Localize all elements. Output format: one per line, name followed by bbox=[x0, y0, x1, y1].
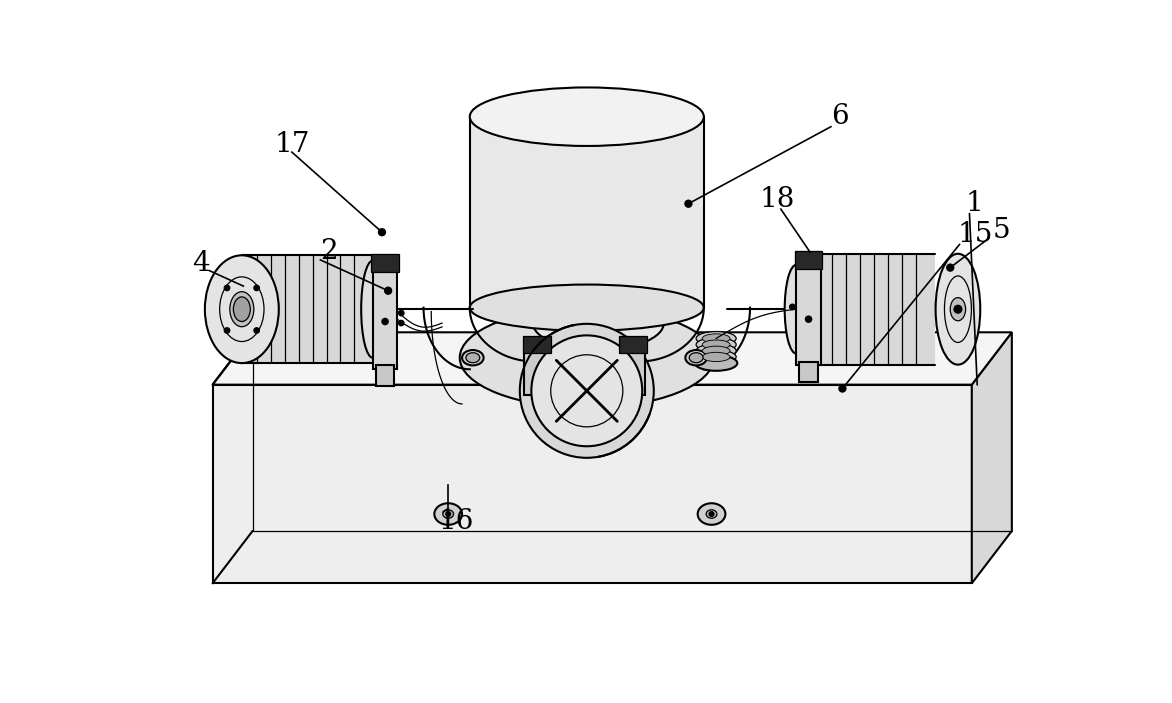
Circle shape bbox=[398, 310, 404, 316]
Text: 4: 4 bbox=[192, 250, 210, 276]
Polygon shape bbox=[376, 366, 394, 386]
Ellipse shape bbox=[696, 344, 736, 358]
Polygon shape bbox=[212, 385, 972, 583]
Ellipse shape bbox=[686, 350, 707, 366]
Ellipse shape bbox=[435, 503, 462, 525]
Circle shape bbox=[954, 305, 962, 313]
Ellipse shape bbox=[470, 285, 704, 330]
Circle shape bbox=[254, 285, 259, 290]
Ellipse shape bbox=[707, 510, 717, 518]
Polygon shape bbox=[972, 333, 1011, 583]
Text: 6: 6 bbox=[831, 103, 849, 130]
Circle shape bbox=[520, 324, 654, 458]
Ellipse shape bbox=[702, 340, 730, 349]
Circle shape bbox=[684, 200, 691, 207]
Circle shape bbox=[224, 328, 230, 333]
Ellipse shape bbox=[230, 292, 254, 327]
Ellipse shape bbox=[233, 297, 251, 321]
Ellipse shape bbox=[470, 87, 704, 146]
Polygon shape bbox=[212, 333, 1011, 385]
Ellipse shape bbox=[462, 350, 484, 366]
Ellipse shape bbox=[689, 353, 703, 363]
Ellipse shape bbox=[697, 503, 725, 525]
Text: 16: 16 bbox=[438, 508, 473, 535]
Ellipse shape bbox=[205, 255, 279, 363]
Ellipse shape bbox=[702, 334, 730, 343]
Ellipse shape bbox=[695, 356, 737, 370]
Polygon shape bbox=[621, 350, 646, 394]
Circle shape bbox=[379, 228, 386, 236]
Polygon shape bbox=[523, 336, 551, 353]
Ellipse shape bbox=[533, 296, 663, 350]
Ellipse shape bbox=[785, 265, 808, 354]
Ellipse shape bbox=[950, 297, 966, 321]
Polygon shape bbox=[619, 336, 647, 353]
Text: 18: 18 bbox=[759, 186, 796, 213]
Circle shape bbox=[839, 385, 846, 392]
Text: 15: 15 bbox=[958, 221, 994, 248]
Circle shape bbox=[790, 304, 795, 309]
Text: 5: 5 bbox=[993, 217, 1010, 244]
Polygon shape bbox=[470, 117, 704, 308]
Text: 2: 2 bbox=[320, 238, 338, 265]
Polygon shape bbox=[795, 251, 823, 269]
Polygon shape bbox=[799, 361, 818, 382]
Ellipse shape bbox=[459, 308, 714, 408]
Polygon shape bbox=[373, 255, 397, 369]
Circle shape bbox=[224, 285, 230, 290]
Ellipse shape bbox=[935, 254, 980, 365]
Circle shape bbox=[254, 328, 259, 333]
Polygon shape bbox=[796, 252, 820, 366]
Ellipse shape bbox=[702, 346, 730, 356]
Ellipse shape bbox=[361, 261, 384, 358]
Circle shape bbox=[805, 316, 812, 322]
Ellipse shape bbox=[696, 337, 736, 352]
Ellipse shape bbox=[443, 510, 454, 518]
Circle shape bbox=[947, 264, 954, 271]
Polygon shape bbox=[524, 350, 548, 394]
Circle shape bbox=[398, 321, 404, 325]
Circle shape bbox=[445, 512, 450, 516]
Circle shape bbox=[709, 512, 714, 516]
Ellipse shape bbox=[696, 332, 736, 345]
Circle shape bbox=[384, 288, 391, 294]
Text: 17: 17 bbox=[275, 131, 311, 158]
Circle shape bbox=[531, 335, 642, 446]
Ellipse shape bbox=[702, 352, 730, 361]
Polygon shape bbox=[372, 254, 398, 272]
Text: 1: 1 bbox=[966, 191, 983, 217]
Polygon shape bbox=[241, 255, 373, 363]
Ellipse shape bbox=[696, 350, 736, 364]
Polygon shape bbox=[820, 254, 935, 365]
Circle shape bbox=[382, 318, 388, 325]
Ellipse shape bbox=[466, 353, 479, 363]
